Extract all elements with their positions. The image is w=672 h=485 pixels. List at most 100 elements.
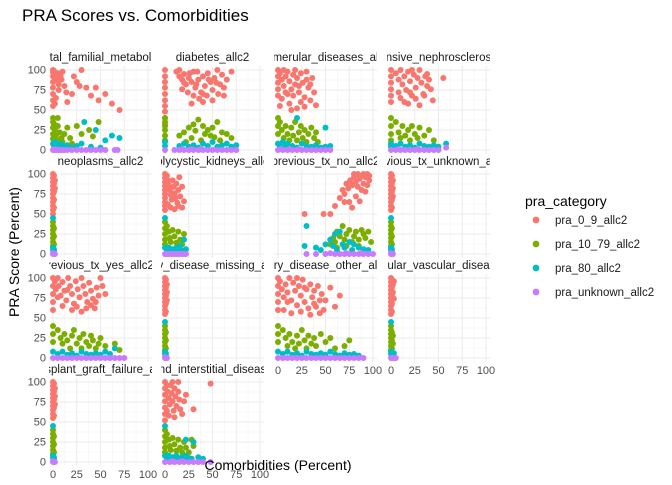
data-point bbox=[289, 355, 296, 361]
data-point bbox=[388, 86, 394, 93]
x-tick-label: 25 bbox=[183, 469, 195, 480]
data-point bbox=[50, 331, 56, 337]
data-point bbox=[163, 223, 170, 229]
data-point bbox=[355, 244, 362, 251]
facet-panel: diabetes_allc2 bbox=[161, 52, 264, 154]
data-point bbox=[171, 233, 178, 240]
data-point bbox=[297, 70, 304, 77]
data-point bbox=[92, 84, 99, 91]
data-point bbox=[182, 246, 189, 253]
data-point bbox=[181, 129, 187, 136]
data-point bbox=[186, 70, 193, 77]
data-point bbox=[368, 239, 375, 245]
y-tick-label: 75 bbox=[34, 397, 46, 409]
data-point bbox=[317, 331, 324, 337]
data-point bbox=[295, 83, 302, 89]
facet-strip-label: ital_familial_metaboli bbox=[47, 52, 154, 64]
data-point bbox=[83, 305, 90, 312]
data-point bbox=[50, 84, 56, 91]
data-point bbox=[163, 297, 170, 304]
data-point bbox=[78, 275, 85, 281]
legend: pra_category pra_0_9_allc2 pra_10_79_all… bbox=[525, 193, 654, 299]
data-point bbox=[172, 195, 179, 201]
data-point bbox=[54, 275, 61, 281]
data-point bbox=[322, 297, 329, 304]
data-point bbox=[389, 251, 396, 257]
data-point bbox=[440, 75, 447, 81]
data-point bbox=[280, 83, 287, 89]
data-point bbox=[317, 350, 324, 357]
x-tick-label: 50 bbox=[94, 469, 106, 480]
data-point bbox=[351, 171, 357, 177]
y-tick-label: 75 bbox=[34, 293, 46, 305]
data-point bbox=[429, 97, 436, 104]
data-point bbox=[78, 131, 85, 137]
data-point bbox=[102, 291, 109, 297]
data-point bbox=[169, 458, 176, 465]
data-point bbox=[443, 144, 450, 151]
data-point bbox=[114, 147, 121, 153]
data-point bbox=[346, 337, 353, 344]
data-point bbox=[388, 204, 395, 211]
data-point bbox=[190, 459, 197, 465]
data-point bbox=[170, 407, 177, 414]
data-point bbox=[322, 124, 329, 131]
data-point bbox=[116, 355, 123, 361]
data-point bbox=[92, 299, 99, 305]
data-point bbox=[282, 123, 289, 129]
data-point bbox=[327, 335, 334, 341]
data-point bbox=[55, 87, 62, 93]
data-point bbox=[346, 355, 353, 361]
data-point bbox=[52, 95, 59, 101]
data-point bbox=[279, 355, 286, 361]
data-point bbox=[303, 223, 310, 229]
data-point bbox=[365, 251, 372, 257]
data-point bbox=[211, 134, 218, 141]
x-axis-label: Comorbidities (Percent) bbox=[204, 457, 351, 473]
data-point bbox=[341, 350, 348, 357]
data-point bbox=[407, 78, 413, 85]
data-point bbox=[332, 203, 338, 209]
data-point bbox=[395, 129, 402, 136]
data-point bbox=[200, 123, 206, 129]
data-point bbox=[303, 251, 310, 257]
data-point bbox=[195, 459, 202, 465]
data-point bbox=[435, 147, 442, 153]
legend-item: pra_10_79_allc2 bbox=[532, 239, 640, 251]
facet-strip-label: neoplasms_allc2 bbox=[58, 156, 144, 168]
data-point bbox=[332, 303, 338, 310]
data-point bbox=[61, 331, 68, 337]
legend-label: pra_10_79_allc2 bbox=[555, 239, 640, 251]
data-point bbox=[346, 227, 353, 233]
data-point bbox=[341, 343, 348, 349]
data-point bbox=[95, 340, 102, 347]
data-point bbox=[102, 91, 109, 97]
data-point bbox=[162, 444, 168, 451]
data-point bbox=[355, 236, 362, 243]
data-point bbox=[190, 121, 197, 128]
x-tick-label: 0 bbox=[162, 469, 168, 480]
data-point bbox=[397, 67, 404, 73]
data-point bbox=[59, 355, 66, 361]
data-point bbox=[179, 458, 186, 465]
facet-panel: neoplasms_allc2 0 25 50 75 100 bbox=[28, 156, 152, 261]
data-point bbox=[407, 147, 413, 153]
data-point bbox=[341, 236, 348, 243]
data-point bbox=[200, 73, 206, 80]
data-point bbox=[193, 81, 200, 88]
facet-strip-label: diabetes_allc2 bbox=[176, 52, 250, 64]
data-point bbox=[354, 183, 361, 190]
data-point bbox=[414, 135, 421, 141]
data-point bbox=[289, 339, 296, 345]
data-point bbox=[416, 67, 423, 73]
data-point bbox=[320, 211, 327, 217]
data-point bbox=[56, 129, 63, 136]
data-point bbox=[86, 279, 93, 286]
data-point bbox=[275, 339, 281, 345]
y-tick-label: 0 bbox=[40, 353, 46, 365]
data-point bbox=[88, 332, 94, 339]
data-point bbox=[176, 67, 183, 73]
data-point bbox=[399, 81, 406, 88]
data-point bbox=[209, 87, 216, 93]
data-point bbox=[397, 135, 404, 141]
